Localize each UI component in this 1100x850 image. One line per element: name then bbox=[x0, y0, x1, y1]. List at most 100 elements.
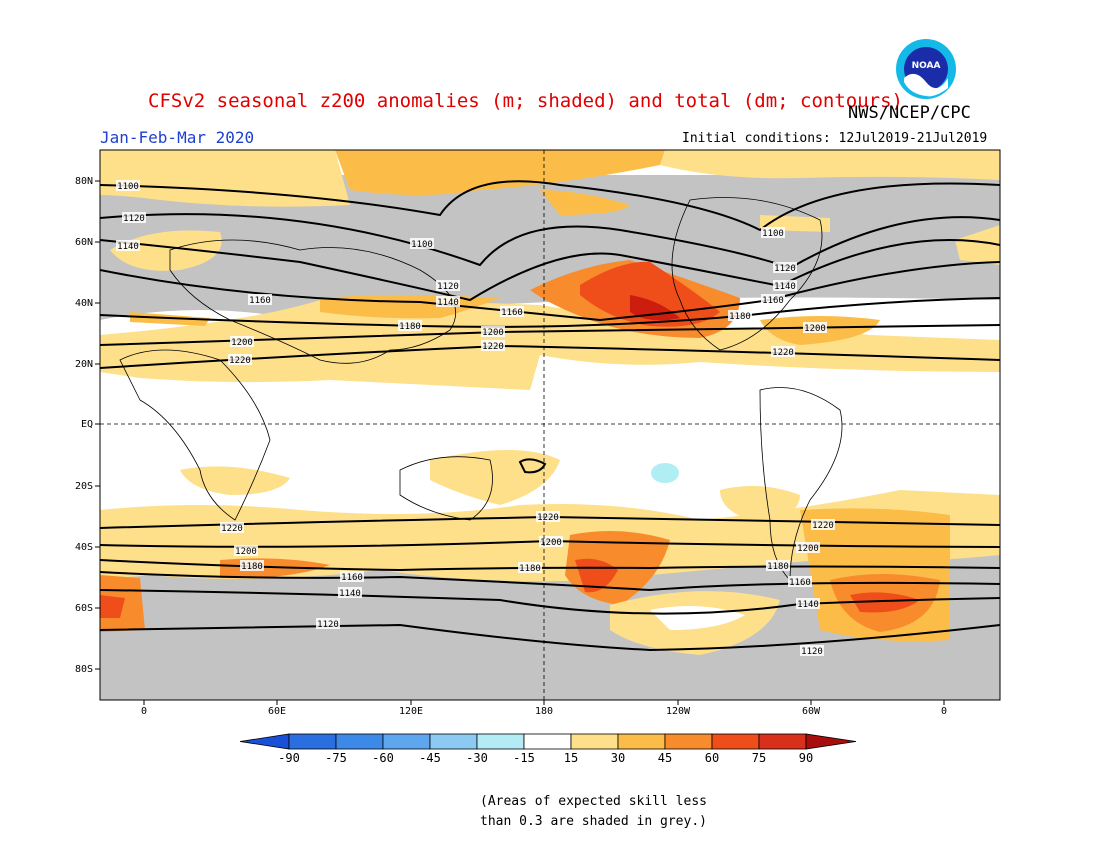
contour-label: 1220 bbox=[220, 522, 244, 534]
colorbar-label: 45 bbox=[658, 751, 672, 765]
lat-label: 80S bbox=[75, 664, 93, 675]
colorbar-box bbox=[288, 733, 337, 750]
svg-text:1200: 1200 bbox=[540, 538, 562, 548]
svg-text:1100: 1100 bbox=[762, 229, 784, 239]
latitude-axis: 80N 60N 40N 20N EQ 20S 40S 60S 80S bbox=[75, 176, 100, 675]
forecast-period: Jan-Feb-Mar 2020 bbox=[100, 128, 255, 147]
svg-text:1160: 1160 bbox=[762, 296, 784, 306]
colorbar-box bbox=[570, 733, 619, 750]
contour-line bbox=[100, 589, 1000, 615]
colorbar-box bbox=[429, 733, 478, 750]
colorbar-box bbox=[664, 733, 713, 750]
svg-text:1200: 1200 bbox=[804, 324, 826, 334]
svg-text:1160: 1160 bbox=[501, 308, 523, 318]
colorbar-label: 15 bbox=[564, 751, 578, 765]
contour-label: 1100 bbox=[410, 238, 434, 250]
contour-label: 1140 bbox=[796, 598, 820, 610]
svg-text:1220: 1220 bbox=[482, 342, 504, 352]
lat-label: 20N bbox=[75, 359, 93, 370]
contour-label: 1180 bbox=[766, 560, 790, 572]
contour-label: 1140 bbox=[773, 280, 797, 292]
colorbar-box bbox=[382, 733, 431, 750]
svg-text:1220: 1220 bbox=[812, 521, 834, 531]
colorbar-label: -30 bbox=[466, 751, 488, 765]
colorbar-box bbox=[335, 733, 384, 750]
colorbar-label: -75 bbox=[325, 751, 347, 765]
contour-label: 1120 bbox=[800, 645, 824, 657]
noaa-logo-icon: NOAA bbox=[896, 39, 956, 99]
lon-label: 0 bbox=[141, 706, 147, 717]
contour-label: 1140 bbox=[116, 240, 140, 252]
map-frame bbox=[99, 149, 1001, 701]
contour-label: 1200 bbox=[803, 322, 827, 334]
lat-label: 60N bbox=[75, 237, 93, 248]
contour-label: 1140 bbox=[338, 587, 362, 599]
contour-label: 1160 bbox=[500, 306, 524, 318]
contour-label: 1160 bbox=[340, 571, 364, 583]
contour-label: 1200 bbox=[230, 336, 254, 348]
contour-label: 1120 bbox=[316, 618, 340, 630]
colorbar-label: 60 bbox=[705, 751, 719, 765]
lon-label: 0 bbox=[941, 706, 947, 717]
svg-text:1140: 1140 bbox=[437, 298, 459, 308]
agency-label: NWS/NCEP/CPC bbox=[848, 103, 971, 123]
contour-label: 1220 bbox=[536, 511, 560, 523]
contour-label: 1220 bbox=[228, 354, 252, 366]
footnote-line-1: (Areas of expected skill less bbox=[480, 794, 707, 809]
contour-label: 1120 bbox=[436, 280, 460, 292]
contour-line bbox=[100, 297, 1000, 328]
contour-label: 1180 bbox=[398, 320, 422, 332]
colorbar-arrow-right bbox=[805, 733, 857, 750]
svg-text:1220: 1220 bbox=[772, 348, 794, 358]
lon-label: 60E bbox=[268, 706, 286, 717]
logo-text: NOAA bbox=[912, 61, 941, 71]
contour-label: 1220 bbox=[771, 346, 795, 358]
contour-label: 1120 bbox=[122, 212, 146, 224]
colorbar-label: -45 bbox=[419, 751, 441, 765]
positive-anomaly-shading bbox=[100, 150, 1000, 655]
colorbar-label: 30 bbox=[611, 751, 625, 765]
lat-label: 60S bbox=[75, 603, 93, 614]
lat-label: EQ bbox=[81, 419, 93, 430]
svg-text:1180: 1180 bbox=[767, 562, 789, 572]
svg-text:1120: 1120 bbox=[801, 647, 823, 657]
contour-label: 1180 bbox=[240, 560, 264, 572]
svg-text:1200: 1200 bbox=[231, 338, 253, 348]
svg-text:1140: 1140 bbox=[117, 242, 139, 252]
svg-text:1160: 1160 bbox=[341, 573, 363, 583]
colorbar-label: 75 bbox=[752, 751, 766, 765]
contour-line bbox=[100, 623, 1000, 652]
contour-label: 1180 bbox=[518, 562, 542, 574]
contour-line bbox=[100, 213, 1000, 270]
coastlines bbox=[119, 197, 843, 581]
contour-label: 1160 bbox=[761, 294, 785, 306]
contour-label: 1100 bbox=[116, 180, 140, 192]
svg-text:1200: 1200 bbox=[235, 547, 257, 557]
colorbar-label: 90 bbox=[799, 751, 813, 765]
svg-text:1140: 1140 bbox=[774, 282, 796, 292]
colorbar-label: -15 bbox=[513, 751, 535, 765]
colorbar-box bbox=[758, 733, 807, 750]
contour-label: 1160 bbox=[788, 576, 812, 588]
contour-label: 1200 bbox=[796, 542, 820, 554]
colorbar-box bbox=[617, 733, 666, 750]
svg-text:1160: 1160 bbox=[789, 578, 811, 588]
map-title: CFSv2 seasonal z200 anomalies (m; shaded… bbox=[148, 90, 903, 112]
lat-label: 40S bbox=[75, 542, 93, 553]
svg-text:1200: 1200 bbox=[482, 328, 504, 338]
lon-label: 60W bbox=[802, 706, 821, 717]
contour-line bbox=[100, 239, 1000, 302]
longitude-axis: 0 60E 120E 180 120W 60W 0 bbox=[141, 700, 947, 717]
initial-conditions: Initial conditions: 12Jul2019-21Jul2019 bbox=[682, 131, 988, 146]
svg-text:1100: 1100 bbox=[411, 240, 433, 250]
svg-text:1100: 1100 bbox=[117, 182, 139, 192]
svg-text:1180: 1180 bbox=[241, 562, 263, 572]
contour-label: 1180 bbox=[728, 310, 752, 322]
colorbar-box bbox=[711, 733, 760, 750]
lat-label: 80N bbox=[75, 176, 93, 187]
contour-label: 1140 bbox=[436, 296, 460, 308]
colorbar-arrow-left bbox=[239, 733, 290, 750]
svg-text:1120: 1120 bbox=[317, 620, 339, 630]
